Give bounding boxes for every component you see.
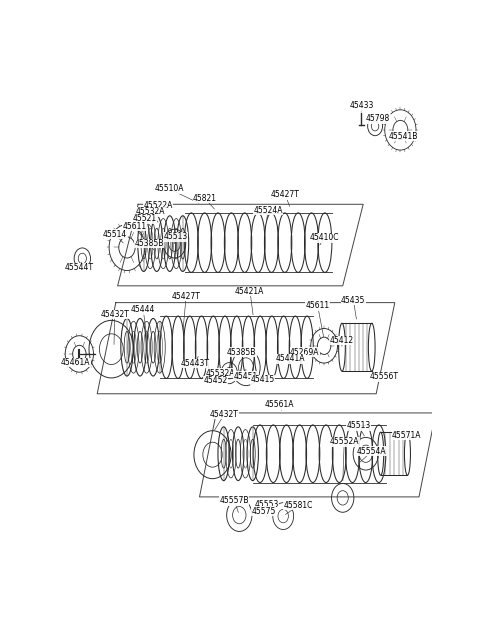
- Text: 45443T: 45443T: [180, 359, 209, 368]
- Text: 45522A: 45522A: [143, 201, 172, 210]
- Text: 45552A: 45552A: [330, 437, 360, 446]
- Text: 45524A: 45524A: [253, 206, 283, 214]
- Text: 45444: 45444: [131, 305, 155, 315]
- Text: 45611: 45611: [305, 302, 329, 310]
- Text: 45561A: 45561A: [265, 401, 294, 409]
- Text: 45461A: 45461A: [61, 358, 90, 367]
- Text: 45452: 45452: [204, 376, 228, 385]
- Text: 45513: 45513: [346, 421, 371, 430]
- Text: 45571A: 45571A: [392, 431, 421, 440]
- Text: 45513: 45513: [163, 232, 188, 241]
- Text: 45554A: 45554A: [357, 447, 386, 456]
- Text: 45427T: 45427T: [172, 292, 201, 301]
- Text: 45441A: 45441A: [276, 354, 305, 363]
- Text: 45544T: 45544T: [65, 263, 94, 272]
- Text: 45581C: 45581C: [283, 501, 313, 510]
- Text: 45432T: 45432T: [210, 410, 239, 419]
- Text: 45510A: 45510A: [155, 184, 184, 193]
- Text: 45532A: 45532A: [206, 369, 236, 378]
- Text: 45427T: 45427T: [271, 190, 300, 199]
- Text: 45532A: 45532A: [136, 207, 165, 216]
- Text: 45557B: 45557B: [219, 497, 249, 505]
- Text: 45421A: 45421A: [235, 287, 264, 296]
- Text: 45385B: 45385B: [134, 239, 164, 248]
- Text: 45553: 45553: [254, 500, 279, 508]
- Text: 45412: 45412: [329, 336, 353, 345]
- Text: 45575: 45575: [252, 506, 276, 516]
- Text: 45798: 45798: [366, 115, 390, 123]
- Text: 45514: 45514: [103, 229, 127, 239]
- Text: 45385B: 45385B: [227, 348, 256, 356]
- Text: 45269A: 45269A: [290, 348, 320, 356]
- Text: 45433: 45433: [349, 102, 373, 110]
- Text: 45451: 45451: [234, 371, 258, 381]
- Text: 45611: 45611: [122, 222, 146, 231]
- Text: 45435: 45435: [341, 296, 365, 305]
- Text: 45556T: 45556T: [369, 373, 398, 381]
- Text: 45521: 45521: [133, 214, 157, 223]
- Text: 45821: 45821: [193, 194, 217, 203]
- Text: 45432T: 45432T: [101, 310, 130, 319]
- Text: 45541B: 45541B: [388, 131, 418, 141]
- Text: 45410C: 45410C: [310, 234, 339, 242]
- Text: 45415: 45415: [251, 375, 275, 384]
